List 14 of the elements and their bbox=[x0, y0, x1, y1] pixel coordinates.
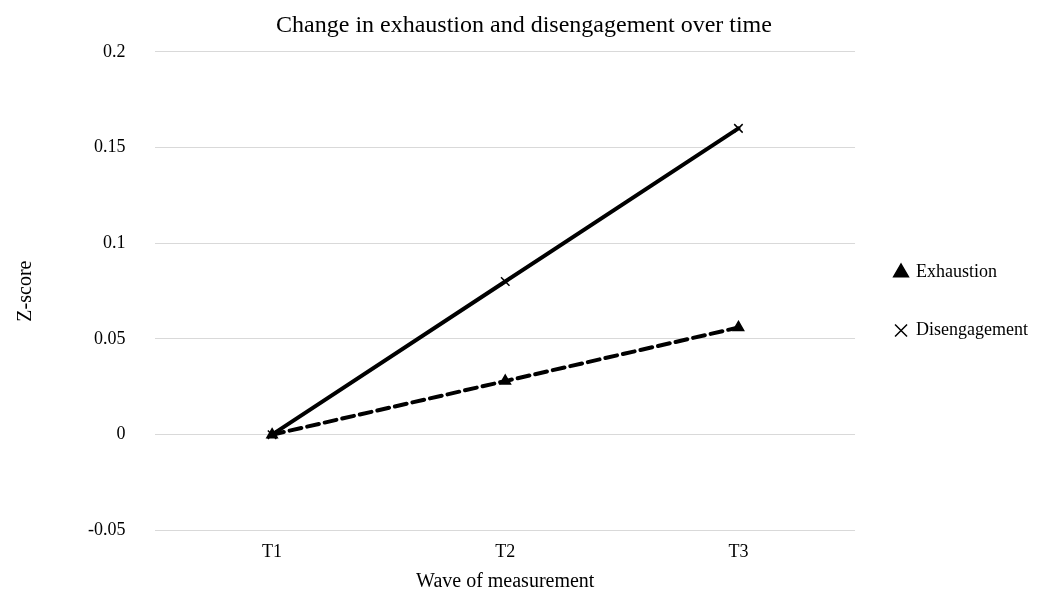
y-tick-label: -0.05 bbox=[87, 519, 126, 540]
x-axis-title: Wave of measurement bbox=[416, 569, 595, 592]
x-tick-label: T1 bbox=[262, 540, 283, 561]
y-axis-title: Z-score bbox=[13, 260, 36, 322]
y-tick-label: 0.05 bbox=[93, 327, 126, 348]
x-tick-label: T2 bbox=[495, 540, 516, 561]
y-tick-label: 0.1 bbox=[102, 231, 126, 252]
legend-label: Disengagement bbox=[916, 319, 1028, 340]
x-tick-label: T3 bbox=[728, 540, 749, 561]
y-tick-label: 0 bbox=[116, 423, 126, 444]
chart-title: Change in exhaustion and disengagement over time bbox=[276, 10, 772, 37]
y-tick-label: 0.2 bbox=[102, 40, 126, 61]
y-tick-label: 0.15 bbox=[93, 136, 126, 157]
legend-label: Exhaustion bbox=[916, 261, 998, 282]
